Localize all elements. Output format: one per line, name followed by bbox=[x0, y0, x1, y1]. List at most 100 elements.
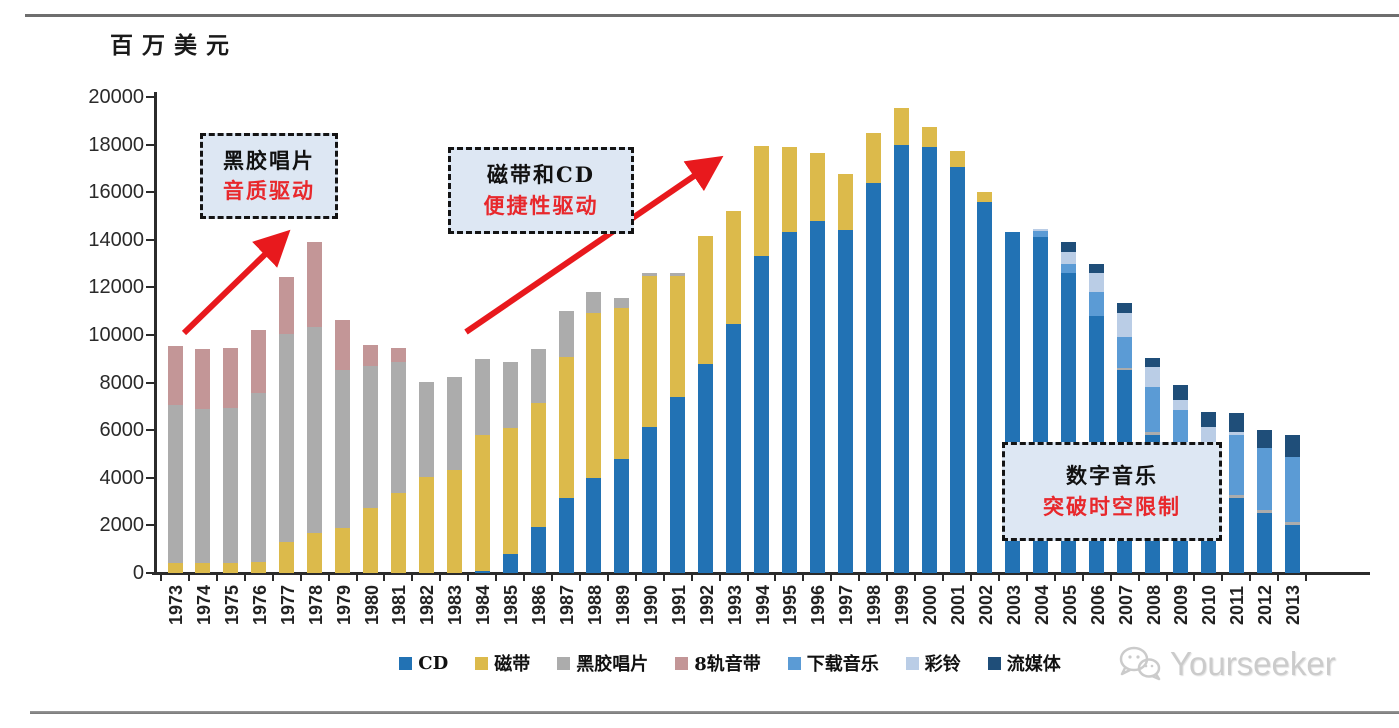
x-axis-tick bbox=[327, 575, 330, 581]
bar-2001-cd bbox=[949, 167, 965, 573]
x-axis-year-label: 1975 bbox=[221, 584, 242, 625]
bar-1983-vinyl bbox=[446, 377, 462, 470]
callout-digital-title: 数字音乐 bbox=[1066, 463, 1158, 489]
x-axis-year-label: 2013 bbox=[1283, 584, 1304, 625]
watermark-text: Yourseeker bbox=[1170, 645, 1336, 682]
legend: CD 磁带 黑胶唱片 8轨音带 下载音乐 彩铃 流媒体 bbox=[155, 650, 1305, 676]
bar-1982-vinyl bbox=[418, 382, 434, 478]
x-axis-year-label: 1979 bbox=[333, 584, 354, 625]
bar-2008-ringtone bbox=[1145, 367, 1161, 388]
bar-2001-cassette bbox=[949, 151, 965, 168]
legend-item-cassette: 磁带 bbox=[475, 650, 530, 676]
callout-cassette-cd-title: 磁带和CD bbox=[487, 162, 595, 188]
bar-2013-download bbox=[1284, 456, 1300, 522]
callout-vinyl-title: 黑胶唱片 bbox=[223, 147, 315, 173]
bar-2007-streaming bbox=[1117, 303, 1133, 314]
bar-2011-ringtone bbox=[1228, 432, 1244, 435]
x-axis-year-label: 2003 bbox=[1003, 584, 1024, 625]
callout-digital-subtitle: 突破时空限制 bbox=[1043, 493, 1181, 519]
callout-cassette-cd: 磁带和CD 便捷性驱动 bbox=[448, 147, 634, 234]
legend-item-cd: CD bbox=[399, 653, 448, 674]
x-axis-year-label: 1986 bbox=[529, 584, 550, 625]
y-axis-tick-label: 18000 bbox=[88, 133, 144, 156]
bar-1992-cassette bbox=[698, 236, 714, 365]
x-axis-tick bbox=[1193, 575, 1196, 581]
x-axis-tick bbox=[746, 575, 749, 581]
x-axis-year-label: 1999 bbox=[892, 584, 913, 625]
bar-1978-eight-track bbox=[307, 242, 323, 328]
bar-2000-cd bbox=[921, 147, 937, 573]
x-axis-year-label: 1997 bbox=[836, 584, 857, 625]
callout-digital: 数字音乐 突破时空限制 bbox=[1002, 442, 1222, 541]
y-axis-tick bbox=[146, 143, 155, 146]
bar-1989-cd bbox=[614, 458, 630, 573]
bar-1986-cassette bbox=[530, 403, 546, 528]
y-axis-tick-label: 14000 bbox=[88, 228, 144, 251]
bar-2006-streaming bbox=[1089, 264, 1105, 274]
x-axis-tick bbox=[886, 575, 889, 581]
x-axis-tick bbox=[1249, 575, 1252, 581]
bar-2008-vinyl bbox=[1145, 432, 1161, 435]
bar-1979-eight-track bbox=[335, 320, 351, 370]
x-axis-tick bbox=[802, 575, 805, 581]
bar-1974-cassette bbox=[195, 563, 211, 573]
y-axis-tick bbox=[146, 572, 155, 574]
x-axis-year-label: 1990 bbox=[640, 584, 661, 625]
bar-1989-cassette bbox=[614, 308, 630, 459]
x-axis-tick bbox=[606, 575, 609, 581]
x-axis-tick bbox=[830, 575, 833, 581]
x-axis-year-label: 1998 bbox=[864, 584, 885, 625]
y-axis-line bbox=[154, 92, 157, 575]
bar-2012-streaming bbox=[1256, 429, 1272, 449]
bar-1985-cassette bbox=[502, 428, 518, 554]
legend-label-cassette: 磁带 bbox=[494, 654, 531, 675]
x-axis-year-label: 2004 bbox=[1031, 584, 1052, 625]
bar-1989-vinyl bbox=[614, 298, 630, 309]
x-axis-tick bbox=[970, 575, 972, 581]
bar-1976-vinyl bbox=[251, 393, 267, 563]
y-axis-tick-label: 16000 bbox=[88, 181, 144, 204]
x-axis-year-label: 2012 bbox=[1255, 584, 1276, 625]
bar-1986-cd bbox=[530, 527, 546, 573]
x-axis-tick bbox=[718, 575, 721, 581]
y-axis-tick bbox=[146, 476, 155, 479]
y-axis-tick bbox=[146, 429, 155, 432]
x-axis-year-label: 2008 bbox=[1143, 584, 1164, 625]
bar-1987-vinyl bbox=[558, 311, 574, 358]
bar-2011-streaming bbox=[1228, 413, 1244, 433]
legend-label-ringtone: 彩铃 bbox=[924, 654, 961, 675]
bar-1983-cassette bbox=[446, 469, 462, 573]
legend-swatch-vinyl bbox=[557, 656, 571, 670]
x-axis-year-label: 2007 bbox=[1115, 584, 1136, 625]
legend-item-streaming: 流媒体 bbox=[987, 650, 1061, 676]
bar-1984-cassette bbox=[474, 434, 490, 571]
x-axis-tick bbox=[1137, 575, 1140, 581]
x-axis-year-label: 1994 bbox=[752, 584, 773, 625]
x-axis-year-label: 1995 bbox=[780, 584, 801, 625]
x-axis-year-label: 2001 bbox=[948, 584, 969, 625]
bar-1988-cassette bbox=[586, 313, 602, 478]
bar-1990-vinyl bbox=[642, 273, 658, 276]
y-axis-tick bbox=[146, 191, 155, 194]
y-axis-unit-label: 百万美元 bbox=[110, 32, 238, 59]
bar-2012-vinyl bbox=[1256, 509, 1272, 514]
y-axis-tick bbox=[146, 238, 155, 241]
bar-2007-ringtone bbox=[1117, 313, 1133, 338]
bar-2004-ringtone bbox=[1033, 229, 1049, 232]
callout-vinyl-subtitle: 音质驱动 bbox=[223, 178, 315, 203]
y-axis-tick bbox=[146, 524, 155, 527]
bar-1975-eight-track bbox=[223, 348, 239, 409]
bar-1988-cd bbox=[586, 477, 602, 573]
bar-1984-cd bbox=[474, 570, 490, 573]
y-axis-tick-label: 4000 bbox=[99, 466, 145, 489]
bar-1981-vinyl bbox=[390, 362, 406, 494]
x-axis-tick bbox=[914, 575, 917, 581]
x-axis-year-label: 2002 bbox=[975, 584, 996, 625]
bar-1999-cd bbox=[893, 145, 909, 573]
bar-1974-eight-track bbox=[195, 349, 211, 409]
bar-1973-vinyl bbox=[167, 404, 183, 563]
x-axis-year-label: 2011 bbox=[1227, 585, 1248, 625]
x-axis-tick bbox=[1305, 575, 1308, 581]
bar-1990-cd bbox=[642, 427, 658, 573]
y-axis-tick-label: 0 bbox=[132, 562, 144, 584]
